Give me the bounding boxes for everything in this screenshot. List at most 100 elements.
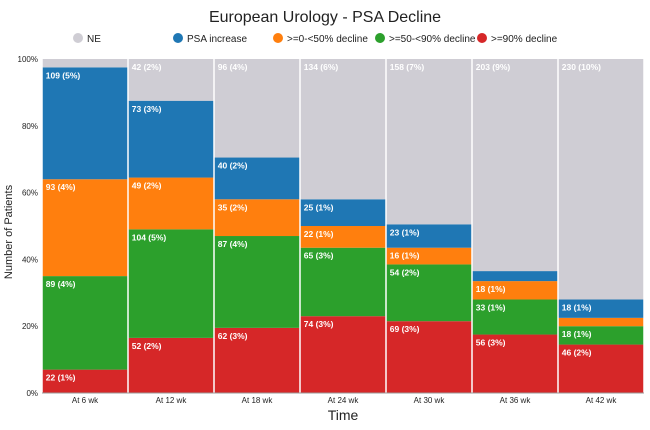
bar-psa-increase-at-18-wk	[214, 157, 300, 200]
bar-90-decline-at-42-wk	[558, 344, 644, 393]
bar-psa-increase-at-6-wk	[42, 67, 128, 180]
y-tick-label: 40%	[22, 255, 38, 264]
bar-0-50-decline-at-42-wk	[558, 317, 644, 327]
data-label: 104 (5%)	[132, 232, 167, 242]
data-label: 23 (1%)	[390, 227, 420, 237]
y-tick-label: 60%	[22, 189, 38, 198]
legend-label: >=50-<90% decline	[389, 34, 476, 45]
data-label: 230 (10%)	[562, 62, 601, 72]
bar-0-50-decline-at-18-wk	[214, 199, 300, 237]
bar-50-90-decline-at-30-wk	[386, 264, 472, 322]
data-label: 40 (2%)	[218, 161, 248, 171]
data-label: 134 (6%)	[304, 62, 339, 72]
data-label: 16 (1%)	[390, 251, 420, 261]
data-label: 158 (7%)	[390, 62, 425, 72]
x-axis-title: Time	[328, 407, 359, 423]
data-label: 25 (1%)	[304, 202, 334, 212]
bar-psa-increase-at-24-wk	[300, 199, 386, 226]
legend-swatch	[73, 33, 83, 43]
data-label: 109 (5%)	[46, 70, 81, 80]
data-label: 52 (2%)	[132, 341, 162, 351]
bar-ne-at-12-wk	[128, 59, 214, 101]
data-label: 74 (3%)	[304, 319, 334, 329]
bar-50-90-decline-at-24-wk	[300, 247, 386, 317]
y-tick-label: 100%	[18, 55, 38, 64]
data-label: 96 (4%)	[218, 62, 248, 72]
data-label: 22 (1%)	[46, 373, 76, 383]
bar-psa-increase-at-12-wk	[128, 100, 214, 178]
y-tick-label: 20%	[22, 322, 38, 331]
data-label: 18 (1%)	[562, 329, 592, 339]
legend-label: PSA increase	[187, 34, 247, 45]
data-label: 33 (1%)	[476, 302, 506, 312]
bar-ne-at-30-wk	[386, 59, 472, 225]
bar-ne-at-24-wk	[300, 59, 386, 200]
data-label: 87 (4%)	[218, 239, 248, 249]
data-label: 62 (3%)	[218, 331, 248, 341]
bar-90-decline-at-18-wk	[214, 327, 300, 393]
bar-ne-at-42-wk	[558, 59, 644, 300]
legend-label: NE	[87, 34, 101, 45]
bar-0-50-decline-at-30-wk	[386, 247, 472, 265]
data-label: 46 (2%)	[562, 348, 592, 358]
legend-item-0-50-decline: >=0-<50% decline	[273, 33, 368, 45]
bar-50-90-decline-at-6-wk	[42, 276, 128, 370]
data-label: 18 (1%)	[476, 284, 506, 294]
bar-90-decline-at-36-wk	[472, 334, 558, 393]
bar-ne-at-36-wk	[472, 59, 558, 272]
data-label: 73 (3%)	[132, 104, 162, 114]
legend-swatch	[477, 33, 487, 43]
bar-0-50-decline-at-12-wk	[128, 177, 214, 230]
legend-item-50-90-decline: >=50-<90% decline	[375, 33, 476, 45]
bar-ne-at-18-wk	[214, 59, 300, 158]
y-axis: 0% 20% 40% 60% 80% 100%	[18, 55, 38, 398]
legend-label: >=90% decline	[491, 34, 558, 45]
bar-90-decline-at-6-wk	[42, 369, 128, 393]
legend-label: >=0-<50% decline	[287, 34, 368, 45]
bar-0-50-decline-at-36-wk	[472, 281, 558, 300]
x-tick-label: At 18 wk	[242, 396, 274, 405]
bar-labels: 22 (1%) 89 (4%) 93 (4%) 109 (5%) 52 (2%) 104 …	[46, 62, 601, 383]
legend-swatch	[273, 33, 283, 43]
data-label: 69 (3%)	[390, 324, 420, 334]
y-tick-label: 0%	[26, 389, 38, 398]
bars	[42, 59, 644, 393]
x-axis: At 6 wk At 12 wk At 18 wk At 24 wk At 30 wk A…	[42, 392, 644, 405]
x-tick-label: At 6 wk	[72, 396, 99, 405]
legend-item-psa-increase: PSA increase	[173, 33, 247, 45]
data-label: 54 (2%)	[390, 267, 420, 277]
bar-50-90-decline-at-36-wk	[472, 299, 558, 335]
x-tick-label: At 12 wk	[156, 396, 188, 405]
x-tick-label: At 24 wk	[328, 396, 360, 405]
bar-psa-increase-at-30-wk	[386, 224, 472, 248]
bar-90-decline-at-24-wk	[300, 316, 386, 393]
x-tick-label: At 30 wk	[414, 396, 446, 405]
x-tick-label: At 36 wk	[500, 396, 532, 405]
data-label: 65 (3%)	[304, 251, 334, 261]
data-label: 22 (1%)	[304, 229, 334, 239]
data-label: 203 (9%)	[476, 62, 511, 72]
bar-psa-increase-at-36-wk	[472, 271, 558, 282]
bar-90-decline-at-12-wk	[128, 337, 214, 393]
data-label: 35 (2%)	[218, 202, 248, 212]
x-tick-label: At 42 wk	[586, 396, 618, 405]
data-label: 42 (2%)	[132, 62, 162, 72]
bar-psa-increase-at-42-wk	[558, 299, 644, 318]
bar-50-90-decline-at-42-wk	[558, 326, 644, 345]
bar-50-90-decline-at-12-wk	[128, 229, 214, 338]
bar-0-50-decline-at-6-wk	[42, 179, 128, 277]
bar-50-90-decline-at-18-wk	[214, 236, 300, 328]
legend-item-90-decline: >=90% decline	[477, 33, 558, 45]
bar-0-50-decline-at-24-wk	[300, 226, 386, 248]
data-label: 93 (4%)	[46, 182, 76, 192]
y-axis-title: Number of Patients	[3, 184, 15, 279]
chart-title: European Urology - PSA Decline	[209, 9, 441, 26]
y-tick-label: 80%	[22, 122, 38, 131]
data-label: 49 (2%)	[132, 181, 162, 191]
bar-90-decline-at-30-wk	[386, 321, 472, 393]
legend-swatch	[375, 33, 385, 43]
data-label: 89 (4%)	[46, 279, 76, 289]
data-label: 18 (1%)	[562, 302, 592, 312]
bar-ne-at-6-wk	[42, 59, 128, 68]
data-label: 56 (3%)	[476, 338, 506, 348]
